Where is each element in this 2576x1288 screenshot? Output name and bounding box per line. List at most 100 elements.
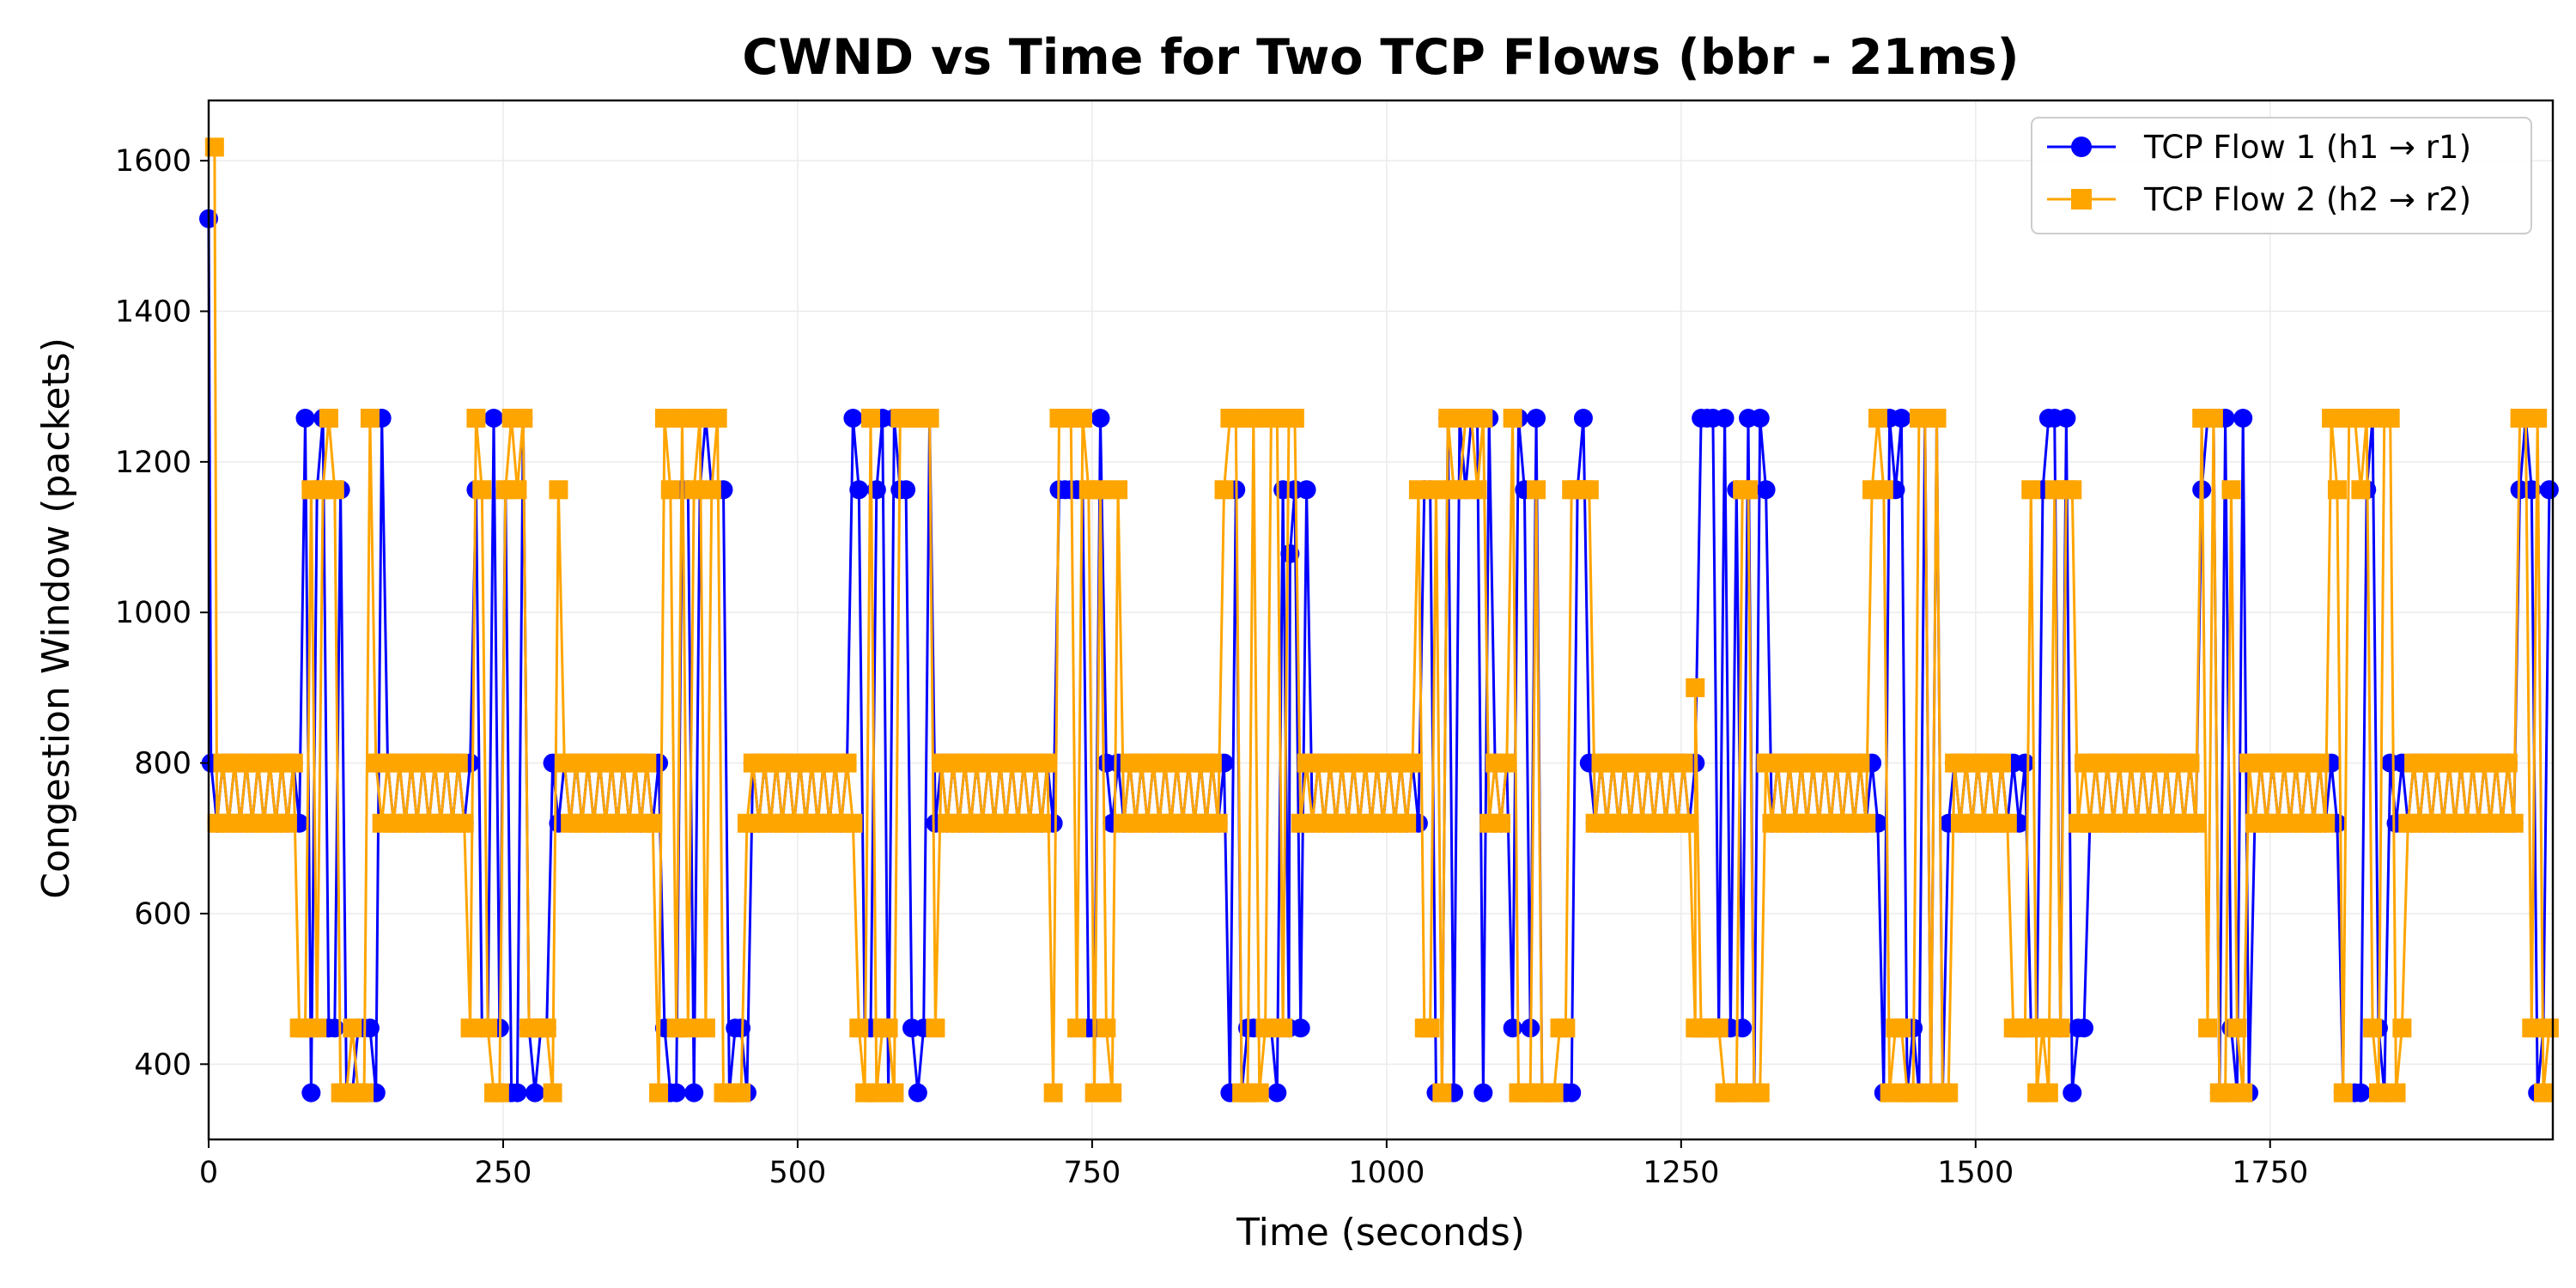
y-tick-label: 400: [134, 1048, 191, 1082]
flow2-point: [1084, 1083, 1104, 1103]
flow2-point: [1868, 409, 1887, 428]
flow2-point: [2322, 409, 2342, 428]
flow2-point: [2534, 1083, 2554, 1103]
flow2-point: [2050, 1018, 2070, 1038]
flow2-point: [1397, 813, 1417, 833]
flow2-point: [660, 480, 680, 500]
flow1-point: [1892, 409, 1911, 428]
legend: TCP Flow 1 (h1 → r1) TCP Flow 2 (h2 → r2…: [2031, 117, 2532, 234]
flow2-point: [1249, 1083, 1269, 1103]
flow2-point: [1285, 409, 1304, 428]
flow2-point: [1097, 1018, 1116, 1038]
flow1-point: [1750, 409, 1770, 428]
x-tick-label: 1750: [2232, 1156, 2308, 1190]
x-axis-label: Time (seconds): [1236, 1211, 1525, 1255]
flow2-point: [1880, 1083, 1899, 1103]
legend-box: [2031, 117, 2532, 234]
flow1-point: [666, 1083, 686, 1103]
flow2-point: [283, 753, 303, 773]
y-tick-label: 800: [134, 747, 191, 781]
flow1-point: [1562, 1083, 1582, 1103]
flow2-point: [2215, 1083, 2235, 1103]
y-tick-label: 1200: [115, 446, 191, 480]
flow2-point: [2539, 1018, 2559, 1038]
flow2-point: [702, 480, 721, 500]
flow2-point: [866, 1083, 886, 1103]
flow2-point: [1420, 1018, 1440, 1038]
flow2-point: [1927, 409, 1947, 428]
flow2-point: [2327, 480, 2347, 500]
flow2-point: [1939, 1083, 1959, 1103]
flow2-point: [355, 1083, 374, 1103]
flow2-point: [2186, 813, 2206, 833]
flow2-point: [1892, 1018, 1911, 1038]
flow2-point: [2368, 1083, 2388, 1103]
flow2-point: [1037, 753, 1057, 773]
flow2-point: [1432, 1083, 1452, 1103]
flow1-point: [1091, 409, 1110, 428]
flow2-point: [1438, 409, 1458, 428]
flow1-point: [849, 480, 869, 500]
flow2-point: [843, 813, 863, 833]
flow1-point: [483, 409, 503, 428]
x-tick-label: 1000: [1348, 1156, 1425, 1190]
flow1-point: [908, 1083, 927, 1103]
legend-label-flow1: TCP Flow 1 (h1 → r1): [2143, 129, 2471, 166]
flow2-point: [1467, 480, 1487, 500]
flow2-point: [1556, 1018, 1576, 1038]
x-tick-label: 500: [769, 1156, 827, 1190]
flow2-point: [1750, 1083, 1770, 1103]
flow2-point: [2528, 409, 2548, 428]
flow2-point: [343, 1018, 362, 1038]
flow2-point: [325, 480, 344, 500]
flow1-point: [684, 1083, 704, 1103]
flow1-point: [1527, 409, 1546, 428]
flow1-point: [2351, 1083, 2371, 1103]
flow1-point: [1267, 1083, 1287, 1103]
flow2-point: [466, 409, 486, 428]
flow2-point: [2221, 480, 2241, 500]
flow1-point: [2539, 480, 2559, 500]
x-tick-label: 1500: [1937, 1156, 2014, 1190]
flow2-point: [1491, 813, 1510, 833]
flow2-point: [1544, 1083, 1564, 1103]
flow2-point: [643, 813, 663, 833]
flow2-point: [454, 813, 474, 833]
flow2-point: [1202, 753, 1222, 773]
flow2-point: [1991, 753, 2011, 773]
ticks: 0 250 500 750 1000 1250 1500 1750 400 600 800 1000 1…: [115, 144, 2308, 1190]
flow2-point: [649, 1083, 669, 1103]
flow2-point: [1579, 480, 1599, 500]
flow2-point: [1067, 1018, 1087, 1038]
flow1-point: [526, 1083, 545, 1103]
flow2-point: [1091, 480, 1110, 500]
flow2-point: [2198, 1018, 2218, 1038]
flow1-point: [1291, 1018, 1310, 1038]
flow2-point: [860, 409, 880, 428]
flow2-point: [672, 409, 692, 428]
chart-title: CWND vs Time for Two TCP Flows (bbr - 21…: [742, 29, 2019, 86]
flow2-point: [2357, 409, 2377, 428]
x-tick-label: 1250: [1643, 1156, 1719, 1190]
flow2-point: [926, 1018, 945, 1038]
flow2-point: [537, 1018, 556, 1038]
plot-frame: [207, 99, 2555, 1141]
y-tick-label: 600: [134, 897, 191, 932]
flow1-point: [301, 1083, 321, 1103]
flow2-point: [684, 480, 704, 500]
flow2-point: [307, 1018, 327, 1038]
flow1-point: [325, 1018, 344, 1038]
flow2-point: [543, 1083, 562, 1103]
flow1-point: [1756, 480, 1776, 500]
flow2-point: [2386, 1083, 2406, 1103]
flow1-point: [2233, 409, 2253, 428]
flow2-point: [1273, 1018, 1293, 1038]
flow2-point: [2504, 813, 2524, 833]
flow2-point: [1243, 409, 1263, 428]
flow1-point: [2015, 753, 2035, 773]
flow2-point: [1503, 409, 1522, 428]
flow2-point: [878, 1018, 898, 1038]
flow2-point: [1904, 1083, 1923, 1103]
